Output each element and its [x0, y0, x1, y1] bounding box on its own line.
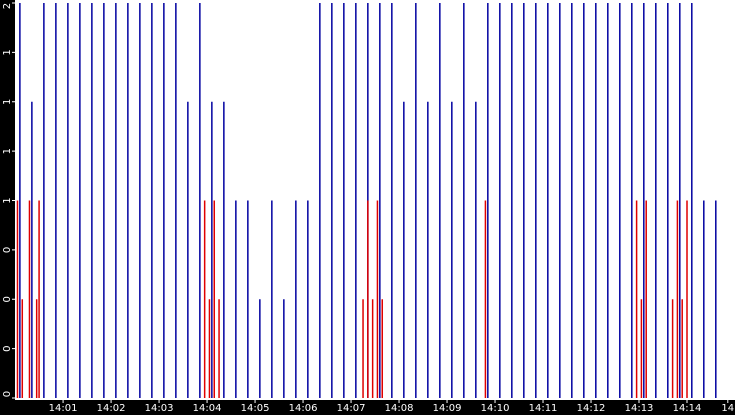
x-tick-label: 14:03 [145, 403, 174, 414]
y-tick-label: 1 [2, 49, 13, 55]
x-tick-label: 14:13 [625, 403, 654, 414]
x-tick-label: 14:14 [673, 403, 702, 414]
y-tick-label: 0 [2, 391, 13, 397]
x-tick-label: 14:04 [193, 403, 222, 414]
y-tick-label: 0 [2, 247, 13, 253]
y-tick-label: 0 [2, 345, 13, 351]
x-tick-label: 14:10 [481, 403, 510, 414]
x-tick-label: 14:12 [577, 403, 606, 414]
x-tick-label: 14:05 [241, 403, 270, 414]
x-tick-label: 14:01 [49, 403, 78, 414]
x-tick-label: 14:08 [385, 403, 414, 414]
x-tick-label: 14:09 [433, 403, 462, 414]
y-tick-label: 1 [2, 148, 13, 154]
x-axis-band [0, 400, 735, 415]
x-tick-label: 14:11 [529, 403, 558, 414]
y-axis-band [0, 0, 15, 415]
x-tick-label: 14:06 [289, 403, 318, 414]
x-tick-label: 14:02 [97, 403, 126, 414]
y-tick-label: 1 [2, 197, 13, 203]
y-tick-label: 2 [2, 3, 13, 9]
x-tick-label: 14:07 [337, 403, 366, 414]
x-tick-label: 14 [721, 403, 734, 414]
y-tick-label: 1 [2, 99, 13, 105]
y-tick-label: 0 [2, 296, 13, 302]
